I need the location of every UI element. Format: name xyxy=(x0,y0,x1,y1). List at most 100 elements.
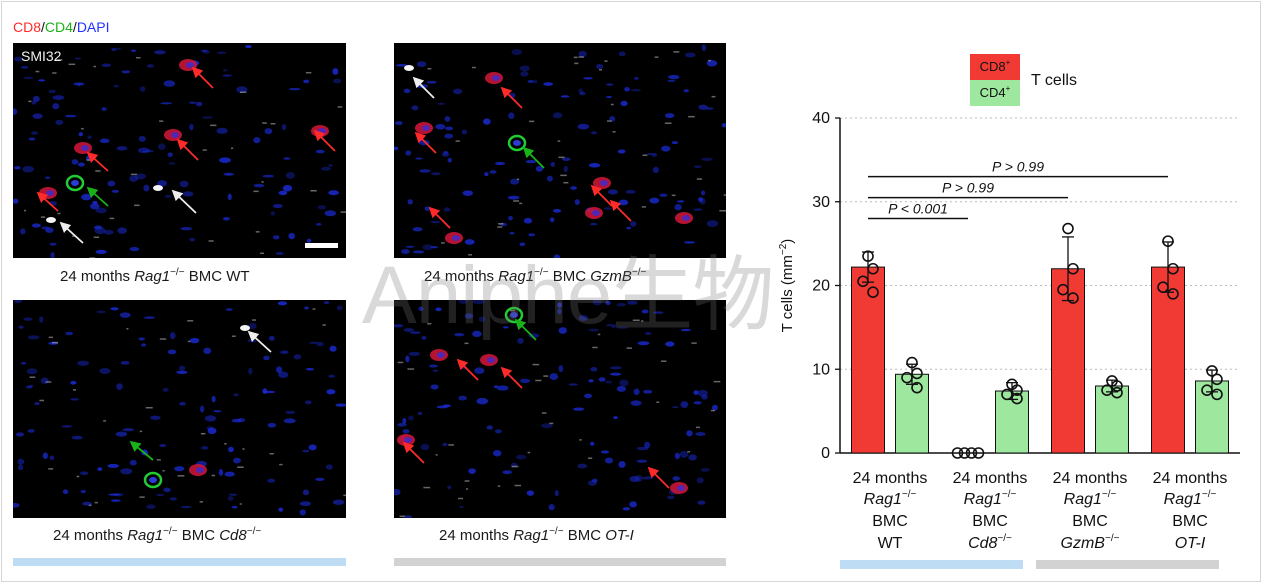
smi32-debris xyxy=(509,309,516,312)
x-label-gene: Rag1−/− xyxy=(1064,489,1117,508)
dapi-nucleus xyxy=(70,380,77,385)
dapi-nucleus xyxy=(189,237,196,242)
dapi-nucleus xyxy=(304,400,312,405)
dapi-nucleus xyxy=(305,367,315,371)
smi32-debris xyxy=(529,120,535,123)
smi32-debris xyxy=(159,120,164,122)
x-strain: Cd8 xyxy=(968,535,997,552)
group-bar-grey xyxy=(1036,560,1219,569)
dapi-nucleus xyxy=(143,316,155,319)
micrograph-wt xyxy=(13,43,346,258)
smi32-debris xyxy=(93,65,97,68)
dapi-nucleus xyxy=(476,397,489,405)
dapi-nucleus xyxy=(146,64,155,68)
dapi-nucleus xyxy=(129,459,137,466)
dapi-nucleus xyxy=(493,449,502,457)
dapi-nucleus xyxy=(236,86,248,93)
title-sup-wrap: −/− xyxy=(549,526,563,537)
dapi-nucleus xyxy=(417,411,423,415)
dapi-nucleus xyxy=(577,123,590,130)
dapi-nucleus xyxy=(447,157,452,163)
smi32-debris xyxy=(579,439,582,441)
smi32-debris xyxy=(45,381,52,383)
pointer-arrow xyxy=(191,66,214,89)
dapi-nucleus xyxy=(496,385,509,391)
pointer-arrow xyxy=(590,184,613,207)
dapi-nucleus xyxy=(14,56,23,62)
micrograph-canvas xyxy=(13,45,346,258)
dapi-nucleus xyxy=(580,91,586,96)
dapi-nucleus xyxy=(328,164,333,167)
dapi-nucleus xyxy=(231,418,243,423)
p-value-label: P > 0.99 xyxy=(992,159,1044,175)
data-point xyxy=(867,262,879,275)
dapi-nucleus xyxy=(402,428,410,434)
smi32-debris xyxy=(578,56,584,58)
dapi-nucleus xyxy=(574,199,580,205)
dapi-nucleus xyxy=(77,162,85,167)
smi32-debris xyxy=(399,515,406,518)
dapi-nucleus xyxy=(622,507,631,511)
smi32-debris xyxy=(711,95,716,98)
dapi-nucleus xyxy=(216,51,227,55)
dapi-nucleus xyxy=(588,328,599,332)
dapi-nucleus xyxy=(223,68,228,72)
smi32-debris xyxy=(423,486,431,489)
smi32-debris xyxy=(187,340,191,343)
x-label-age: 24 months xyxy=(1153,470,1228,487)
dapi-nucleus xyxy=(665,341,675,347)
data-point xyxy=(1062,222,1074,235)
dapi-nucleus xyxy=(684,241,696,244)
pointer-arrow xyxy=(247,330,272,353)
dapi-nucleus xyxy=(272,235,280,240)
dapi-nucleus xyxy=(288,232,296,240)
legend-text: CD8 xyxy=(980,59,1006,74)
dapi-nucleus xyxy=(706,220,719,228)
dapi-nucleus xyxy=(93,225,103,230)
dapi-nucleus xyxy=(224,471,235,477)
smi32-debris xyxy=(710,409,715,412)
dapi-nucleus xyxy=(697,500,706,505)
dapi-nucleus xyxy=(200,49,208,52)
dapi-nucleus xyxy=(549,373,559,380)
dapi-nucleus xyxy=(280,350,289,354)
group-bar-blue xyxy=(13,558,346,566)
dapi-nucleus xyxy=(557,302,562,308)
dapi-nucleus xyxy=(32,95,40,103)
dapi-nucleus xyxy=(405,245,415,248)
smi32-debris xyxy=(72,235,76,237)
dapi-nucleus xyxy=(489,170,497,174)
dapi-nucleus xyxy=(211,395,216,403)
title-age: 24 months xyxy=(424,268,499,285)
dapi-nucleus xyxy=(216,127,228,134)
y-label-text: T cells (mm xyxy=(779,255,796,332)
smi32-debris xyxy=(269,453,274,455)
dapi-nucleus xyxy=(179,180,189,188)
title-gene: Rag1 xyxy=(127,527,164,544)
x-label-bmc: BMC xyxy=(1072,513,1108,530)
dapi-nucleus xyxy=(395,64,408,67)
dapi-nucleus xyxy=(222,216,230,221)
dapi-nucleus xyxy=(508,112,515,120)
dapi-nucleus xyxy=(308,444,317,451)
dapi-nucleus xyxy=(204,415,217,422)
dapi-nucleus xyxy=(228,493,238,496)
dapi-nucleus xyxy=(636,446,649,451)
dapi-nucleus xyxy=(693,390,699,395)
dapi-nucleus xyxy=(22,165,34,173)
pointer-arrow xyxy=(36,191,59,212)
cell-nucleus xyxy=(71,180,79,186)
smi32-debris xyxy=(574,62,579,65)
dapi-nucleus xyxy=(333,78,342,84)
dapi-nucleus xyxy=(34,402,40,406)
p-value-label: P > 0.99 xyxy=(942,180,994,196)
smi32-debris xyxy=(73,389,76,391)
cell-nucleus xyxy=(682,215,690,221)
x-gene: Rag1 xyxy=(1164,491,1202,508)
dapi-nucleus xyxy=(517,337,524,344)
dapi-nucleus xyxy=(686,430,693,437)
panel-title-cd8: 24 months Rag1−/− BMC Cd8−/− xyxy=(53,526,261,544)
dapi-nucleus xyxy=(39,316,44,323)
dapi-nucleus xyxy=(706,60,718,67)
